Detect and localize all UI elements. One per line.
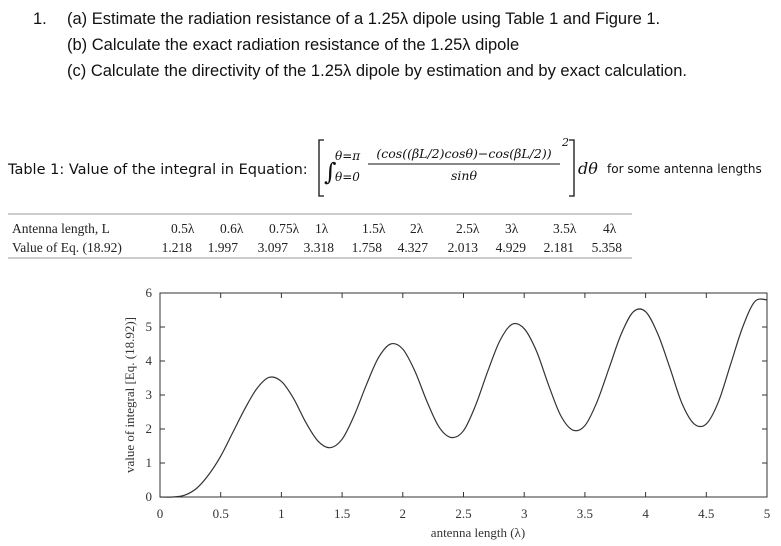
table-cell: 3.318 [304,240,335,255]
table-header-cell: Antenna length, L [12,221,110,236]
table-header-cell: 1λ [315,221,329,236]
table-caption: Table 1: Value of the integral in Equati… [7,162,308,178]
caption-suffix: for some antenna lengths [607,162,762,176]
table-cell: 4.929 [496,240,527,255]
exponent: 2 [561,136,569,149]
y-tick-label: 3 [146,387,153,402]
bracket [318,139,324,197]
x-tick-label: 5 [764,506,771,521]
y-tick-label: 1 [146,455,153,470]
lower-limit: θ=0 [335,170,360,184]
question-part: (a) Estimate the radiation resistance of… [67,10,660,28]
table-cell: 4.327 [398,240,429,255]
question-part: (c) Calculate the directivity of the 1.2… [67,62,687,80]
table-header-cell: 0.6λ [220,221,244,236]
table-header-cell: 0.75λ [269,221,300,236]
y-tick-label: 2 [146,421,153,436]
numerator: (cos((βL/2)cosθ)−cos(βL/2)) [376,146,551,161]
table-header-cell: 3.5λ [553,221,577,236]
y-tick-label: 0 [146,489,153,504]
table-cell: 1.758 [352,240,383,255]
x-tick-label: 0 [157,506,164,521]
table-header-cell: 1.5λ [362,221,386,236]
table-header-cell: 2λ [410,221,424,236]
x-tick-label: 1 [278,506,285,521]
question-number: 1. [33,10,47,28]
x-tick-label: 1.5 [334,506,350,521]
differential: dθ [578,159,598,178]
table-cell: 1.997 [208,240,239,255]
y-axis-label: value of integral [Eq. (18.92)] [122,317,137,473]
y-tick-label: 4 [146,353,153,368]
x-tick-label: 3 [521,506,528,521]
bracket [569,139,575,197]
denominator: sinθ [451,168,477,183]
table-cell: 3.097 [258,240,289,255]
table-header-cell: 3λ [505,221,519,236]
x-tick-label: 3.5 [577,506,593,521]
x-tick-label: 4.5 [698,506,714,521]
upper-limit: θ=π [335,149,361,163]
x-tick-label: 0.5 [213,506,229,521]
integral-sign: ∫ [324,158,337,186]
table-cell: Value of Eq. (18.92) [12,240,122,255]
table-header-cell: 0.5λ [171,221,195,236]
x-tick-label: 4 [642,506,649,521]
table-header-cell: 2.5λ [456,221,480,236]
y-tick-label: 5 [146,319,153,334]
plot-frame [159,292,768,498]
question-part: (b) Calculate the exact radiation resist… [67,36,519,54]
table-cell: 2.013 [448,240,479,255]
x-tick-label: 2.5 [455,506,471,521]
x-axis-label: antenna length (λ) [431,525,525,540]
x-tick-label: 2 [400,506,407,521]
table-cell: 5.358 [592,240,623,255]
data-line [159,298,768,498]
table-cell: 2.181 [544,240,574,255]
table-header-cell: 4λ [603,221,617,236]
y-tick-label: 6 [146,285,153,300]
table-cell: 1.218 [162,240,193,255]
